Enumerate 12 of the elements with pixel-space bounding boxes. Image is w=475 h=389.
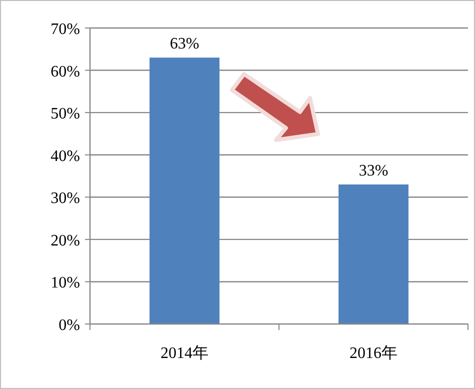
data-label: 63% xyxy=(170,36,200,53)
y-tick-label: 0% xyxy=(58,317,80,334)
x-tick-label: 2016年 xyxy=(350,345,398,362)
y-tick-label: 70% xyxy=(50,21,80,38)
y-tick-label: 10% xyxy=(50,274,80,292)
y-tick-label: 30% xyxy=(50,190,80,208)
y-tick-label: 40% xyxy=(50,148,80,165)
y-tick-label: 60% xyxy=(50,63,80,80)
data-label: 33% xyxy=(358,162,388,180)
x-tick-label: 2014年 xyxy=(160,345,208,362)
y-tick-label: 50% xyxy=(50,106,80,123)
y-tick-label: 20% xyxy=(50,232,80,250)
